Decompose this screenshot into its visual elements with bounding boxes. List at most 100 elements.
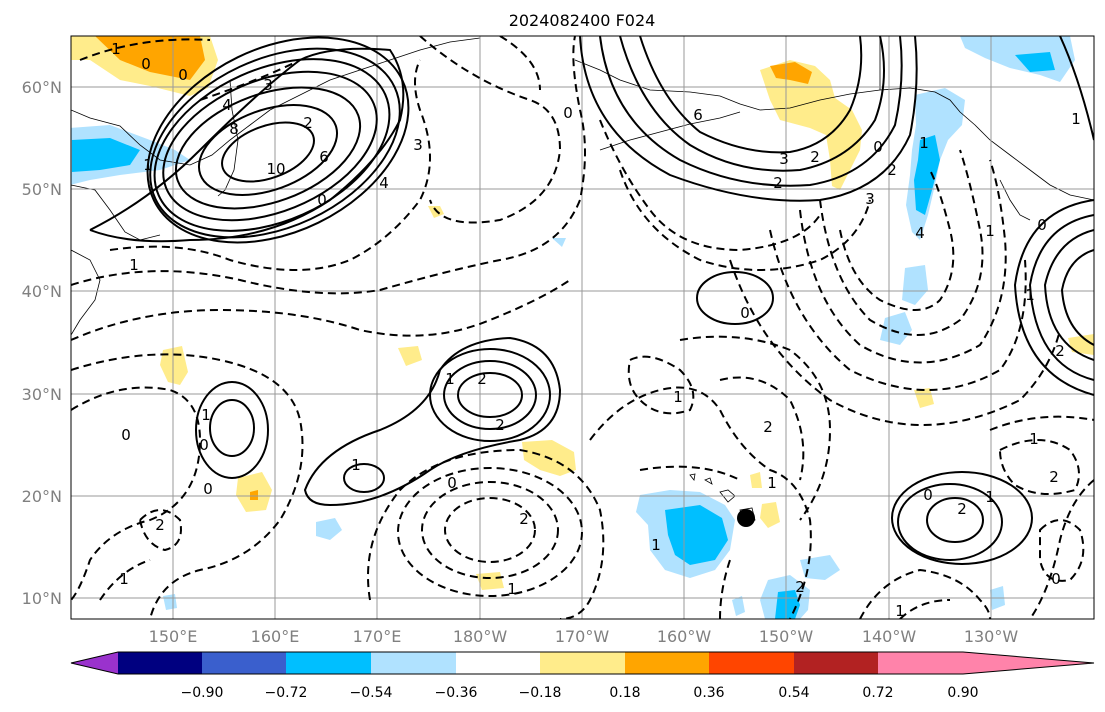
colorbar-tick: 0.90 [947,685,978,701]
contour-label: 3 [263,76,273,94]
contour-label: 1 [201,406,211,424]
contour-label: 1 [651,536,661,554]
contour-label: 3 [413,136,423,154]
contour-label: 1 [351,456,361,474]
contour-label: 0 [199,436,209,454]
contour-label: 1 [767,474,777,492]
contour-label: 10 [266,160,285,178]
colorbar-segment [118,652,202,674]
colorbar-segment [202,652,286,674]
contour-label: 2 [303,114,313,132]
contour-label: 3 [779,150,789,168]
graticule [71,36,1094,619]
lon-label: 170°E [353,627,402,646]
lon-label: 150°W [759,627,814,646]
lon-label: 160°W [657,627,712,646]
contour-label: 1 [507,580,517,598]
contour-label: 1 [143,156,153,174]
latitude-labels: 60°N 50°N 40°N 30°N 20°N 10°N [22,78,62,608]
contour-label: 0 [1051,570,1061,588]
colorbar-tick: −0.90 [181,685,224,701]
location-marker [737,509,755,527]
colorbar-tick: 0.54 [778,685,809,701]
lon-label: 130°W [964,627,1019,646]
contour-label: 0 [923,486,933,504]
contour-label: 8 [229,120,239,138]
contour-label: 1 [673,388,683,406]
colorbar-extend-low [71,652,118,674]
lat-label: 20°N [22,487,62,506]
contour-label: 0 [740,304,750,322]
contour-label: 1 [129,256,139,274]
contour-label: 2 [887,161,897,179]
contour-label: 2 [957,500,967,518]
lat-label: 60°N [22,78,62,97]
colorbar: −0.90 −0.72 −0.54 −0.36 −0.18 0.18 0.36 … [70,651,1095,701]
contour-label: 2 [495,416,505,434]
lat-label: 10°N [22,589,62,608]
contour-label: 1 [111,40,121,58]
contour-label: 2 [1049,468,1059,486]
lat-label: 50°N [22,180,62,199]
colorbar-segment [878,652,963,674]
positive-contours [89,36,1094,565]
contour-label: 4 [379,174,389,192]
contour-label: 4 [222,96,232,114]
colorbar-tick: −0.36 [435,685,478,701]
contour-label: 0 [203,480,213,498]
contour-label: 6 [693,106,703,124]
colorbar-segment [709,652,794,674]
contour-label: 0 [447,474,457,492]
colorbar-segment [371,652,456,674]
map-area: 1 0 0 3 4 8 10 6 2 1 3 4 0 6 3 2 2 0 1 2… [71,36,1094,620]
colorbar-tick: −0.18 [519,685,562,701]
shaded-field [71,36,1094,619]
colorbar-outline [70,651,1095,675]
negative-contours [71,36,1094,619]
colorbar-tick: −0.72 [265,685,308,701]
contour-label: 1 [985,488,995,506]
lon-label: 140°W [862,627,917,646]
contour-label: 0 [178,66,188,84]
contour-label: 1 [919,134,929,152]
contour-label: 1 [1071,110,1081,128]
contour-label: 1 [895,602,905,620]
colorbar-extend-high [963,652,1094,674]
contour-label: 0 [121,426,131,444]
contour-label: 2 [155,516,165,534]
lon-label: 160°E [251,627,300,646]
contour-label: 1 [1029,430,1039,448]
contour-label: 0 [563,104,573,122]
colorbar-segment [286,652,371,674]
contour-label: 1 [119,570,129,588]
contour-label: 0 [873,138,883,156]
colorbar-tick: 0.36 [693,685,724,701]
contour-label: 2 [773,174,783,192]
lat-label: 40°N [22,282,62,301]
contour-label: 2 [810,148,820,166]
longitude-labels: 150°E 160°E 170°E 180°W 170°W 160°W 150°… [149,627,1019,646]
contour-label: 1 [1025,286,1035,304]
colorbar-segment [625,652,709,674]
contour-label: 0 [141,55,151,73]
contour-label: 2 [795,578,805,596]
contour-label: 0 [1037,216,1047,234]
map-title: 2024082400 F024 [509,11,656,30]
colorbar-segment [794,652,878,674]
contour-label: 1 [985,222,995,240]
contour-label: 3 [865,190,875,208]
lat-label: 30°N [22,385,62,404]
contour-label: 2 [1055,342,1065,360]
lon-label: 150°E [149,627,198,646]
contour-label: 4 [915,224,925,242]
contour-label: 2 [477,370,487,388]
contour-label: 1 [445,370,455,388]
colorbar-tick: −0.54 [350,685,393,701]
contour-label: 0 [317,191,327,209]
contour-labels: 1 0 0 3 4 8 10 6 2 1 3 4 0 6 3 2 2 0 1 2… [111,40,1081,620]
contour-label: 2 [519,510,529,528]
lon-label: 180°W [453,627,508,646]
contour-label: 2 [763,418,773,436]
colorbar-tick: 0.18 [609,685,640,701]
